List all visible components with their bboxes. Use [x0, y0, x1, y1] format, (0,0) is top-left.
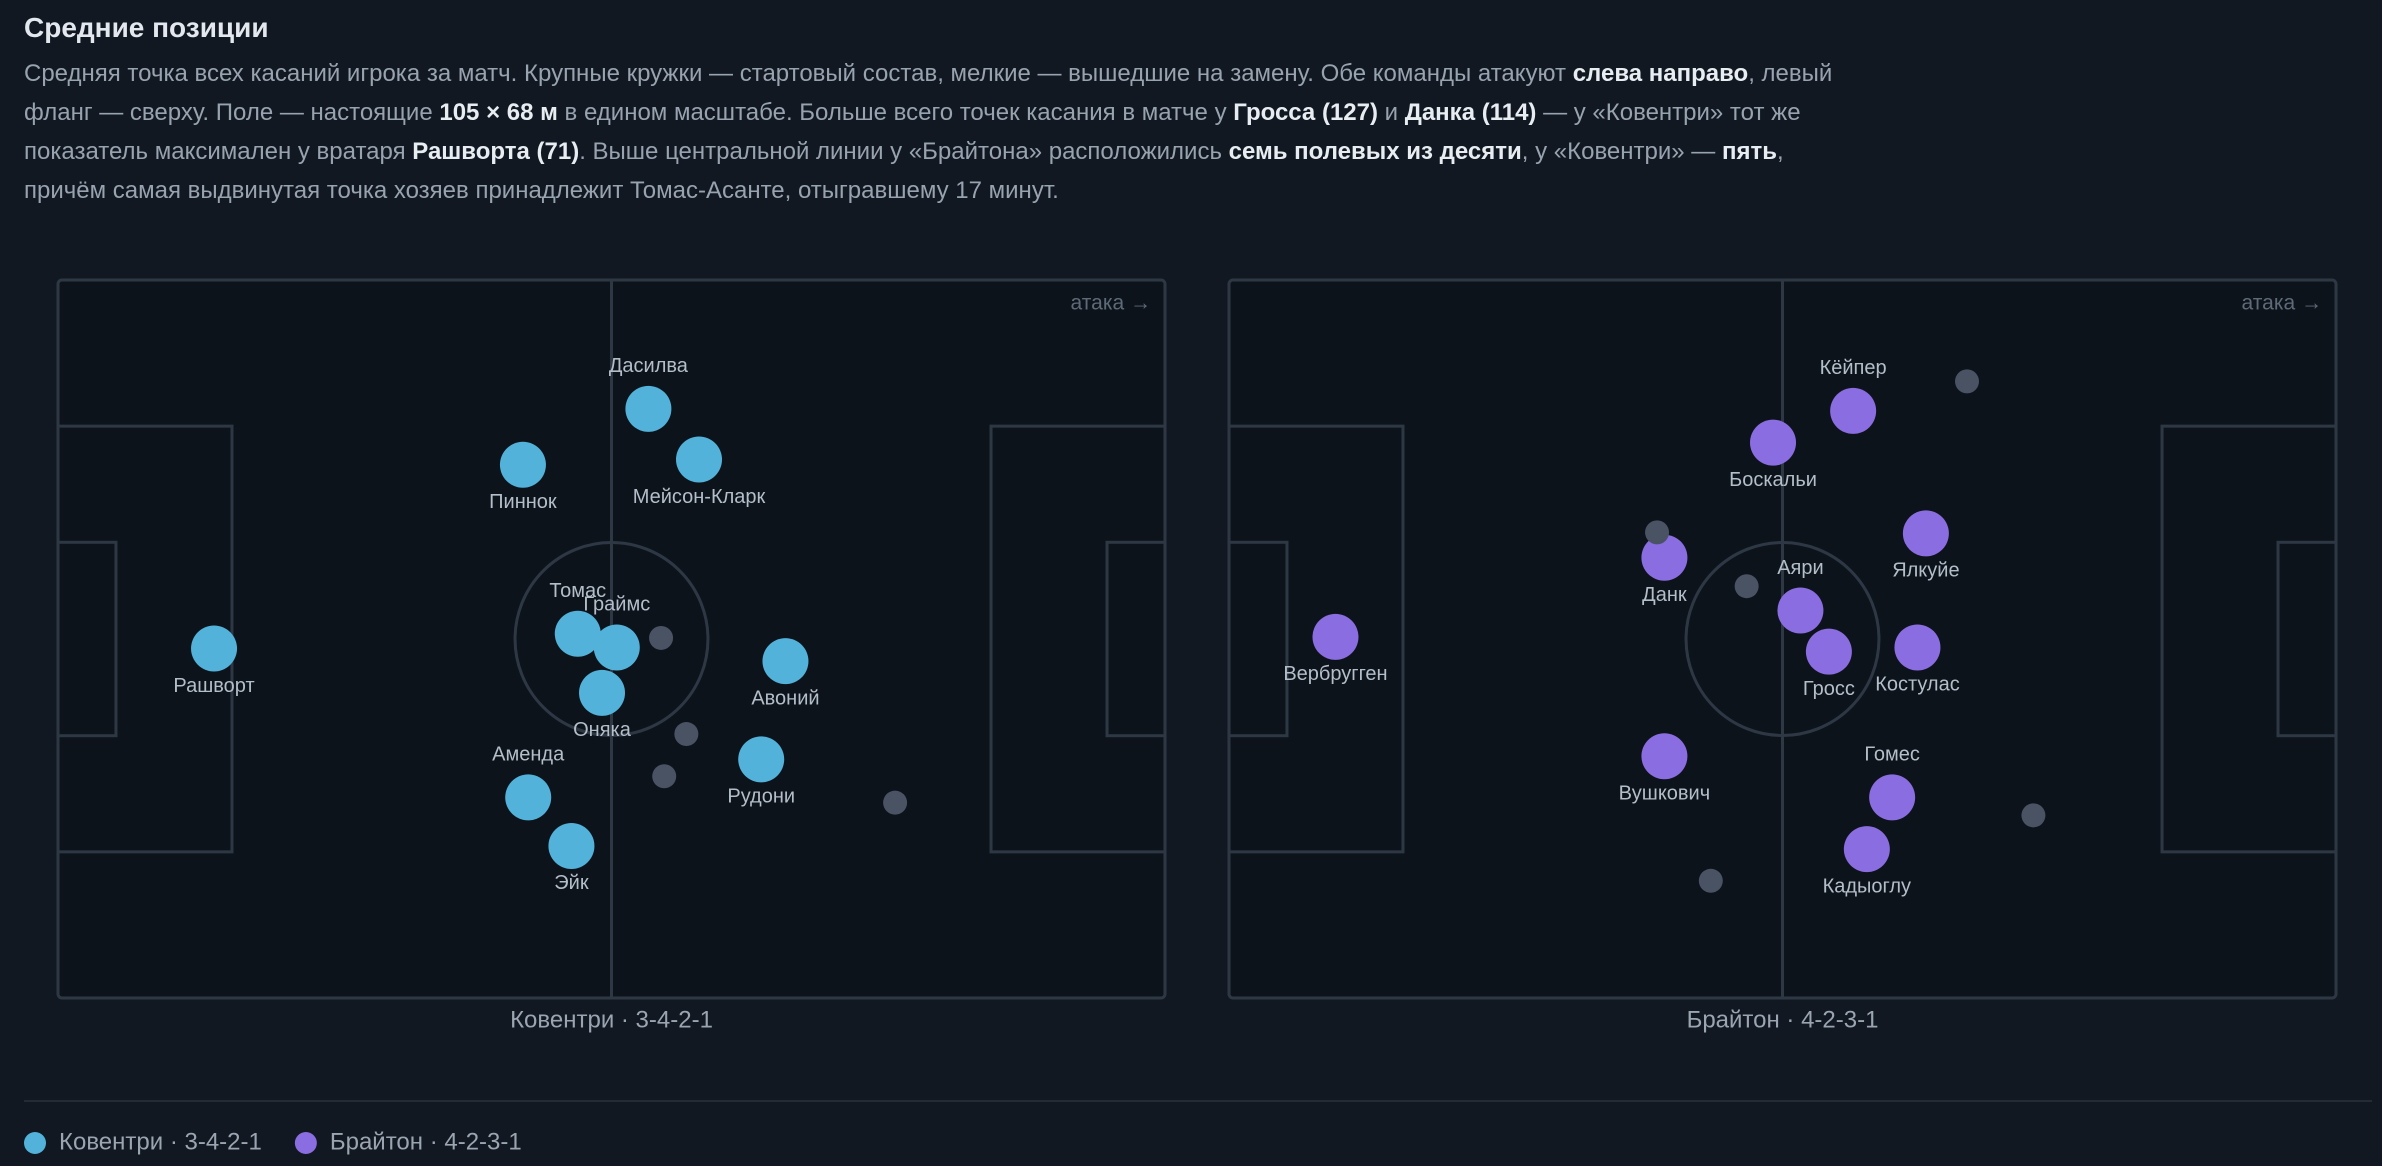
- sub-dot: [1698, 868, 1723, 893]
- player-label: Аяри: [1777, 557, 1823, 579]
- attack-annotation: атака →: [1071, 292, 1151, 315]
- player-label: Данк: [1642, 584, 1687, 606]
- description-text: , причём самая выдвинутая точка хозяев п…: [24, 138, 1784, 204]
- chart-caption: Ковентри · 3-4-2-1: [510, 1006, 713, 1033]
- player-label: Пиннок: [489, 491, 557, 513]
- player-label: Боскальи: [1729, 469, 1817, 491]
- player-label: Оняка: [573, 719, 632, 741]
- pitch-line: [1684, 541, 1881, 737]
- player-dot: [1902, 510, 1949, 557]
- pitch-line: [56, 540, 118, 738]
- player-dot: [738, 736, 785, 783]
- player-dot: [1869, 774, 1916, 821]
- player-label: Ялкуйе: [1892, 560, 1959, 582]
- player-dot: [554, 610, 601, 657]
- title: Средние позиции: [24, 12, 269, 43]
- chart-caption: Брайтон · 4-2-3-1: [1687, 1006, 1879, 1033]
- player-dot: [625, 385, 672, 432]
- sub-dot: [1734, 574, 1759, 599]
- description-text: слева направо: [1572, 60, 1749, 87]
- player-dot: [499, 441, 546, 488]
- player-label: Эйк: [554, 872, 589, 894]
- description-text: — у «Ковентри» тот же показатель максима…: [24, 99, 1801, 165]
- pitch-line: [1105, 540, 1167, 738]
- description-text: пять: [1721, 138, 1777, 165]
- description-text: в едином масштабе. Больше всего точек ка…: [557, 99, 1234, 126]
- player-label: Граймс: [583, 594, 650, 616]
- player-label: Кёйпер: [1820, 357, 1887, 379]
- player-dot: [762, 638, 809, 685]
- legend-label: Ковентри · 3-4-2-1: [59, 1128, 262, 1155]
- description-text: Средняя точка всех касаний игрока за мат…: [24, 60, 1573, 87]
- pitch-line: [2276, 540, 2338, 738]
- description: Средняя точка всех касаний игрока за мат…: [24, 54, 1844, 210]
- player-label: Дасилва: [609, 355, 689, 377]
- player-label: Гомес: [1864, 744, 1920, 766]
- description-text: Гросса (127): [1233, 99, 1378, 126]
- player-dot: [1830, 387, 1877, 434]
- player-label: Вушкович: [1619, 782, 1710, 804]
- sub-dot: [649, 625, 674, 650]
- description-text: Рашворта (71): [412, 138, 580, 165]
- sub-dot: [1955, 369, 1979, 394]
- sub-dot: [1645, 520, 1670, 545]
- player-dot: [593, 624, 640, 671]
- player-dot: [1894, 624, 1941, 671]
- description-text: Данка (114): [1404, 99, 1537, 126]
- attack-annotation: атака →: [2242, 292, 2322, 315]
- player-dot: [1843, 826, 1890, 873]
- player-label: Рашворт: [173, 675, 254, 697]
- player-label: Гросс: [1803, 678, 1855, 700]
- player-label: Вербругген: [1283, 663, 1387, 685]
- player-label: Томас: [549, 580, 606, 602]
- player-dot: [1641, 534, 1688, 581]
- legend-swatch: [24, 1132, 46, 1154]
- legend-label: Брайтон · 4-2-3-1: [330, 1128, 522, 1155]
- player-label: Рудони: [727, 786, 795, 808]
- player-label: Аменда: [492, 744, 565, 766]
- description-text: , у «Ковентри» —: [1521, 138, 1722, 165]
- player-dot: [579, 669, 626, 716]
- sub-dot: [2021, 803, 2046, 828]
- player-label: Костулас: [1875, 674, 1960, 696]
- player-label: Авоний: [751, 687, 819, 709]
- player-label: Мейсон-Кларк: [633, 486, 766, 508]
- sub-dot: [883, 790, 908, 815]
- header: Средние позиции Средняя точка всех касан…: [24, 12, 1844, 210]
- player-dot: [1750, 419, 1797, 466]
- pitch-line: [1227, 540, 1289, 738]
- player-dot: [548, 822, 595, 869]
- description-text: семь полевых из десяти: [1228, 138, 1522, 165]
- sub-dot: [674, 722, 699, 747]
- legend-swatch: [294, 1132, 317, 1154]
- player-label: Кадыоглу: [1823, 875, 1911, 897]
- description-text: . Выше центральной линии у «Брайтона» ра…: [579, 138, 1229, 165]
- player-dot: [505, 774, 552, 821]
- pitch-line: [513, 541, 710, 737]
- player-dot: [1777, 587, 1824, 634]
- description-text: , левый фланг — сверху. Поле — настоящие: [24, 60, 1833, 126]
- player-dot: [676, 436, 723, 483]
- player-dot: [1805, 628, 1852, 675]
- description-text: 105 × 68 м: [439, 99, 558, 126]
- player-dot: [1312, 613, 1359, 660]
- description-text: и: [1377, 99, 1405, 126]
- player-dot: [1641, 733, 1688, 780]
- player-dot: [191, 625, 238, 672]
- sub-dot: [652, 764, 677, 789]
